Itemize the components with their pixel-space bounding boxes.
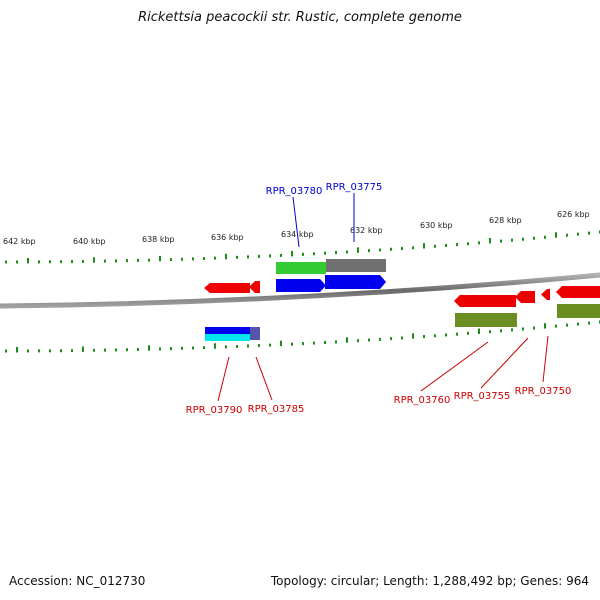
leader-line [292,196,300,248]
gene-arrow-red [515,291,535,303]
gene-block-blue [205,327,250,334]
scale-label: 628 kbp [489,216,522,225]
gene-block-gray [326,259,386,272]
gene-label: RPR_03750 [515,386,572,397]
gene-labels: RPR_03780 RPR_03775 RPR_03790 RPR_03785 RPR_… [186,182,572,416]
accession-text: Accession: NC_012730 [9,574,146,588]
gene-label: RPR_03785 [248,404,305,415]
scale-label: 630 kbp [420,221,453,230]
leader-line [255,356,273,401]
label-leaders [217,193,549,402]
gene-block-cyan [205,334,250,341]
genome-summary-text: Topology: circular; Length: 1,288,492 bp… [270,574,589,588]
scale-label: 636 kbp [211,233,244,242]
gene-arrow-red [204,283,250,293]
leader-line [542,335,549,383]
gene-arrow-blue [325,275,386,289]
scale-label: 626 kbp [557,210,590,219]
inner-tick-ring [5,320,600,353]
gene-arrow-blue [276,279,326,292]
gene-features [204,259,600,341]
gene-arrow-red [556,286,600,298]
gene-label: RPR_03790 [186,405,243,416]
gene-label: RPR_03760 [394,395,451,406]
outer-tick-ring [5,230,600,264]
genome-backbone [0,272,600,309]
gene-arrow-red [454,295,516,307]
scale-label: 638 kbp [142,235,175,244]
gene-block-olive [557,304,600,318]
leader-line [480,337,529,389]
leader-line [217,356,230,402]
scale-label: 640 kbp [73,237,106,246]
gene-label: RPR_03755 [454,391,511,402]
gene-label: RPR_03780 [266,186,323,197]
map-title: Rickettsia peacockii str. Rustic, comple… [138,10,462,25]
gene-block-olive [455,313,517,327]
gene-label: RPR_03775 [326,182,383,193]
gene-arrow-red [541,289,550,300]
gene-arrow-red [249,281,260,293]
scale-label: 632 kbp [350,226,383,235]
gene-block-green [276,262,326,274]
gene-block-slate [250,327,260,340]
leader-line [420,341,489,392]
scale-label: 642 kbp [3,237,36,246]
